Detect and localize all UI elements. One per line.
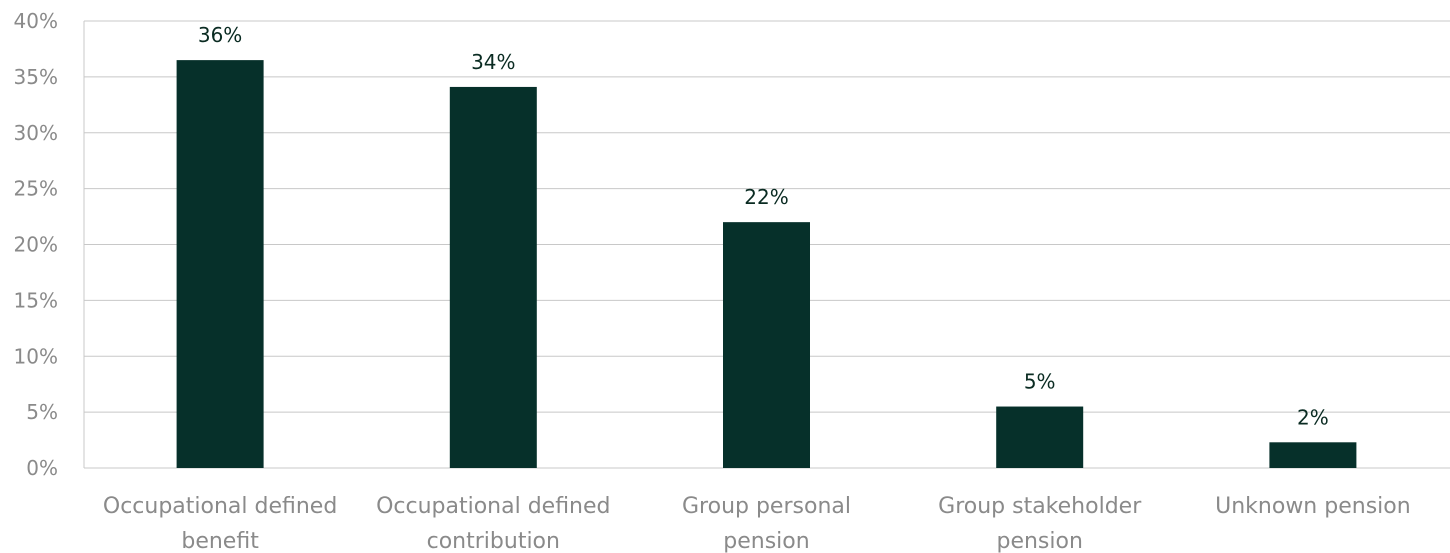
x-category-label: Unknown pension bbox=[1215, 494, 1411, 519]
data-label: 34% bbox=[471, 50, 515, 74]
x-category-label: pension bbox=[996, 529, 1082, 553]
bar bbox=[450, 87, 537, 468]
bar bbox=[996, 407, 1083, 468]
y-axis-ticks: 0% 5% 10% 15% 20% 25% 30% 35% 40% bbox=[14, 9, 58, 480]
x-category-label: Occupational defined bbox=[376, 494, 610, 519]
y-tick-label: 35% bbox=[14, 65, 58, 89]
y-tick-label: 0% bbox=[26, 456, 58, 480]
bar bbox=[1269, 442, 1356, 468]
y-tick-label: 15% bbox=[14, 288, 58, 312]
data-label: 5% bbox=[1024, 370, 1056, 394]
x-category-label: pension bbox=[723, 529, 809, 553]
x-category-label: Group personal bbox=[682, 494, 851, 519]
bars bbox=[177, 60, 1357, 468]
y-tick-label: 10% bbox=[14, 344, 58, 368]
y-tick-label: 30% bbox=[14, 121, 58, 145]
x-category-label: benefit bbox=[181, 529, 259, 553]
y-tick-label: 40% bbox=[14, 9, 58, 33]
x-axis-categories: Occupational defined benefit Occupational … bbox=[103, 494, 1411, 553]
bar bbox=[723, 222, 810, 468]
x-category-label: Group stakeholder bbox=[938, 494, 1142, 519]
x-category-label: contribution bbox=[427, 529, 560, 553]
y-tick-label: 5% bbox=[26, 400, 58, 424]
data-label: 2% bbox=[1297, 405, 1329, 429]
data-label: 36% bbox=[198, 23, 242, 47]
y-tick-label: 20% bbox=[14, 233, 58, 257]
y-tick-label: 25% bbox=[14, 177, 58, 201]
data-label: 22% bbox=[744, 185, 788, 209]
x-category-label: Occupational defined bbox=[103, 494, 337, 519]
bar bbox=[177, 60, 264, 468]
